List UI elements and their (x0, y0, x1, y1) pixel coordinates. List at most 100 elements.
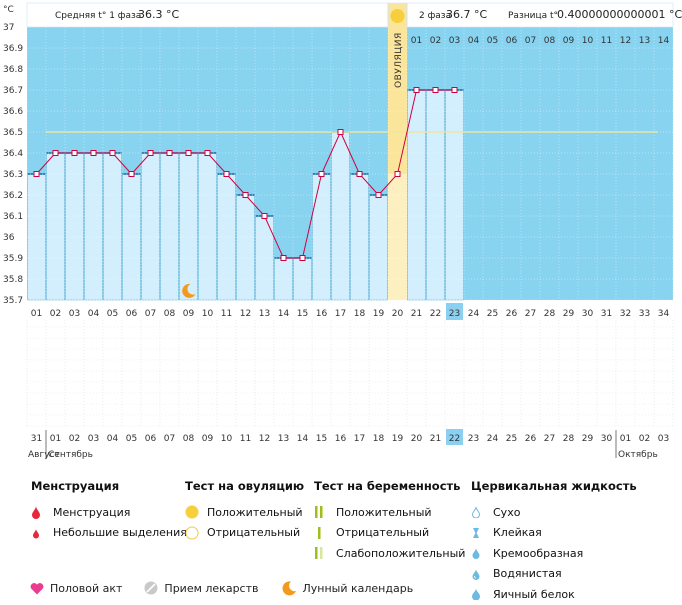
temperature-bar (350, 173, 369, 301)
date-label: 26 (525, 434, 537, 444)
date-label: 02 (69, 434, 80, 444)
date-label: 11 (240, 434, 251, 444)
cycle-day-label: 08 (164, 309, 176, 319)
temperature-bar (46, 152, 65, 301)
cycle-day-label: 15 (297, 309, 308, 319)
temperature-bar (331, 131, 350, 301)
creamy-drop-icon (472, 548, 480, 560)
legend-cervical-title: Цервикальная жидкость (471, 479, 637, 493)
one-line-icon (318, 526, 321, 539)
month-label-next: Октябрь (618, 450, 658, 460)
temperature-point (451, 87, 458, 93)
temperature-bar (236, 194, 255, 301)
date-label: 16 (335, 434, 347, 444)
ovulation-label: ОВУЛЯЦИЯ (394, 32, 404, 88)
phase2-label: 2 фаза (419, 11, 451, 21)
date-label: 01 (620, 434, 631, 444)
legend-label: Клейкая (493, 526, 542, 540)
temperature-bar (122, 173, 141, 301)
temperature-bar (369, 194, 388, 301)
temperature-point (71, 150, 78, 156)
phase1-label: Средняя t° 1 фаза (55, 11, 141, 21)
legend-label: Прием лекарств (164, 581, 259, 595)
date-label: 28 (563, 434, 575, 444)
cycle-day-label: 33 (639, 309, 650, 319)
temperature-point (413, 87, 420, 93)
date-label: 13 (278, 434, 289, 444)
temperature-bar (84, 152, 103, 301)
moon-icon (182, 283, 196, 298)
legend-item: Отрицательный (314, 523, 465, 544)
temperature-point (33, 171, 40, 177)
cycle-day-label: 12 (240, 309, 251, 319)
temperature-bar (274, 257, 293, 301)
legend-lunar: Лунный календарь (281, 580, 414, 596)
temperature-point (432, 87, 439, 93)
cycle-day-label: 07 (145, 309, 156, 319)
y-tick-label: 36.6 (3, 107, 23, 117)
cycle-day-label: 02 (50, 309, 61, 319)
cycle-day-label: 34 (658, 309, 670, 319)
y-tick-label: 36.5 (3, 128, 23, 138)
weak-lines-icon (315, 547, 323, 560)
legend-label: Кремообразная (493, 546, 584, 560)
temperature-bar (160, 152, 179, 301)
date-label: 08 (183, 434, 195, 444)
legend-item: Кремообразная (471, 543, 637, 564)
date-label: 21 (430, 434, 441, 444)
legend-label: Слабоположительный (336, 546, 466, 560)
diff-value: 0.40000000000001 °C (557, 8, 682, 21)
phase2-day-label: 14 (658, 36, 670, 46)
cycle-day-label: 24 (468, 309, 480, 319)
date-label: 07 (164, 434, 175, 444)
watery-drop-icon (472, 568, 480, 580)
heart-icon (30, 582, 44, 594)
cycle-day-label: 22 (430, 309, 441, 319)
cycle-day-label: 06 (126, 309, 138, 319)
legend-intercourse: Половой акт (30, 582, 122, 595)
temperature-point (128, 171, 135, 177)
legend-label: Лунный календарь (302, 581, 414, 595)
date-label: 03 (658, 434, 669, 444)
current-day-highlight (446, 303, 463, 320)
cycle-day-label: 31 (601, 309, 612, 319)
temperature-points (33, 87, 458, 298)
dry-drop-icon (471, 507, 481, 519)
cycle-day-label: 18 (354, 309, 366, 319)
cycle-day-label: 10 (202, 309, 214, 319)
small-drop-icon (33, 529, 39, 539)
legend-item: Сухо (471, 502, 637, 523)
temperature-point (242, 192, 249, 198)
bottom-legend: Половой акт Прием лекарств Лунный календ… (30, 580, 435, 596)
phase2-day-label: 10 (582, 36, 594, 46)
date-label: 05 (126, 434, 137, 444)
temperature-point (204, 150, 211, 156)
diff-label: Разница t° (508, 11, 558, 21)
month-label-prev: Август (28, 450, 60, 460)
date-label: 24 (487, 434, 499, 444)
phase1-value: 36.3 °C (138, 8, 179, 21)
phase2-day-label: 09 (563, 36, 575, 46)
egg-white-drop-icon (472, 588, 480, 601)
date-label: 03 (88, 434, 99, 444)
cycle-day-label: 30 (582, 309, 594, 319)
date-label: 30 (601, 434, 613, 444)
date-label: 27 (544, 434, 555, 444)
date-label: 12 (259, 434, 270, 444)
temperature-bar (198, 152, 217, 301)
date-label: 18 (373, 434, 385, 444)
date-label: 04 (107, 434, 119, 444)
legend-label: Яичный белок (493, 587, 575, 601)
temperature-point (375, 192, 382, 198)
cycle-day-label: 17 (335, 309, 346, 319)
legend-label: Отрицательный (336, 526, 430, 540)
cycle-day-label: 11 (221, 309, 232, 319)
phase2-day-label: 13 (639, 36, 650, 46)
pill-icon (144, 581, 158, 595)
temperature-bar (65, 152, 84, 301)
y-tick-label: 36.3 (3, 170, 23, 180)
y-tick-label: 36.4 (3, 149, 23, 159)
y-tick-label: 36 (3, 233, 15, 243)
